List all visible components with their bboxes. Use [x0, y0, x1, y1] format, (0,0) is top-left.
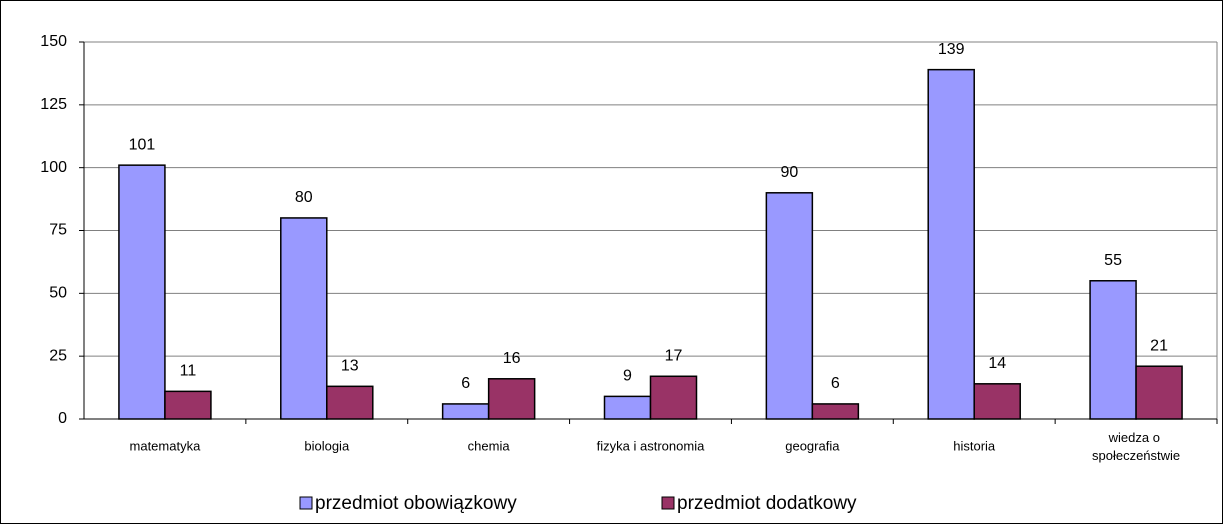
data-label: 13: [341, 358, 359, 375]
data-label: 16: [503, 350, 521, 367]
bar: [811, 403, 860, 420]
x-tick-label: matematyka: [130, 438, 202, 453]
x-tick-label: biologia: [304, 438, 350, 453]
data-label: 17: [665, 347, 683, 364]
x-tick-label: wiedza o społeczeństwie: [1092, 430, 1180, 463]
legend-label: przedmiot obowiązkowy: [315, 493, 517, 514]
legend-swatch: [299, 496, 313, 510]
bar: [765, 192, 814, 420]
bar: [118, 164, 166, 420]
data-label: 139: [938, 41, 965, 58]
y-tick-label: 150: [40, 33, 67, 50]
bar: [280, 217, 328, 420]
data-label: 6: [461, 375, 470, 392]
data-label: 9: [623, 368, 632, 385]
x-tick-label: historia: [953, 438, 996, 453]
bar: [603, 395, 652, 420]
data-label: 55: [1104, 252, 1122, 269]
data-label: 21: [1150, 337, 1168, 354]
bar: [164, 390, 212, 420]
data-label: 90: [780, 164, 798, 181]
legend-label: przedmiot dodatkowy: [677, 493, 857, 514]
y-tick-label: 50: [49, 285, 67, 302]
y-tick-label: 125: [40, 96, 67, 113]
data-label: 101: [129, 136, 156, 153]
legend-swatch: [661, 496, 675, 510]
bar: [1089, 280, 1137, 420]
bar: [927, 68, 975, 420]
data-label: 14: [988, 355, 1006, 372]
bar: [973, 383, 1021, 420]
y-tick-label: 0: [58, 410, 67, 427]
data-label: 11: [180, 363, 197, 380]
bar: [441, 403, 490, 420]
bar: [1135, 365, 1183, 420]
bar: [326, 385, 374, 420]
x-tick-label: chemia: [468, 438, 511, 453]
y-tick-label: 75: [49, 222, 67, 239]
x-tick-label: fizyka i astronomia: [597, 438, 705, 453]
data-label: 80: [295, 189, 313, 206]
bar: [487, 378, 536, 420]
x-tick-label: geografia: [785, 438, 840, 453]
bar: [649, 375, 698, 420]
data-label: 6: [831, 375, 840, 392]
y-tick-label: 25: [49, 347, 67, 364]
y-tick-label: 100: [40, 159, 67, 176]
